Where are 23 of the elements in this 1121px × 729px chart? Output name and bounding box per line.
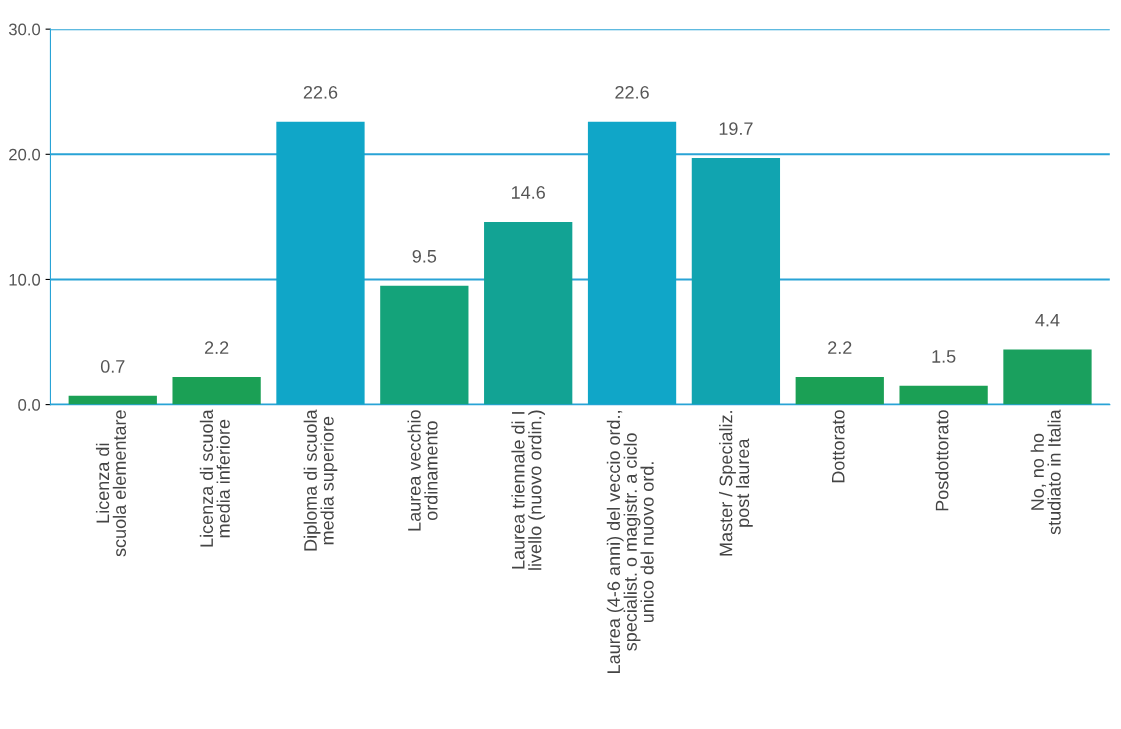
x-tick-label: Licenza di scuola elementare — [95, 410, 127, 557]
data-label: 22.6 — [303, 85, 338, 99]
data-label: 2.2 — [828, 341, 852, 354]
x-tick-label: Laurea (4-6 anni) del veccio ord., specialist. o magistr. a ciclo unico del nuovo ord. — [606, 411, 654, 673]
y-tick-label: 20.0 — [9, 148, 41, 161]
x-tick-label: Laurea triennale di I livello (nuovo ordin.) — [511, 410, 546, 570]
x-tick-label: Posdottorato — [935, 410, 949, 511]
x-tick-label: Diploma di scuola media superiore — [303, 409, 338, 551]
data-label: 19.7 — [719, 122, 753, 136]
data-label: 4.4 — [1035, 313, 1060, 327]
x-tick-label: Licenza di scuola media inferiore — [199, 409, 230, 547]
x-tick-label: Laurea vecchio ordinamento — [407, 410, 438, 531]
data-label: 0.7 — [100, 360, 125, 373]
y-tick-label: 30.0 — [8, 23, 41, 36]
y-tick-label: 10.0 — [9, 273, 41, 286]
data-label: 2.2 — [204, 341, 229, 354]
data-label: 1.5 — [932, 350, 956, 363]
data-label: 9.5 — [412, 249, 437, 263]
y-tick-label: 0.0 — [18, 399, 41, 411]
x-tick-label: No, no ho studiato in Italia — [1030, 409, 1061, 535]
data-label: 22.6 — [615, 85, 649, 99]
data-label: 14.6 — [512, 186, 545, 199]
x-tick-label: Dottorato — [832, 410, 845, 483]
